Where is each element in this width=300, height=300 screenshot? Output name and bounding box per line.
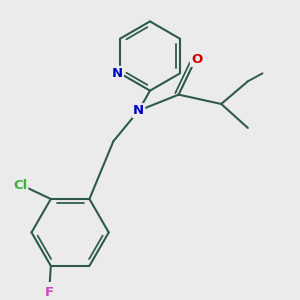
Text: O: O <box>191 53 202 66</box>
Text: Cl: Cl <box>13 179 27 192</box>
Text: N: N <box>112 67 123 80</box>
Text: F: F <box>45 286 54 299</box>
Text: N: N <box>133 104 144 117</box>
